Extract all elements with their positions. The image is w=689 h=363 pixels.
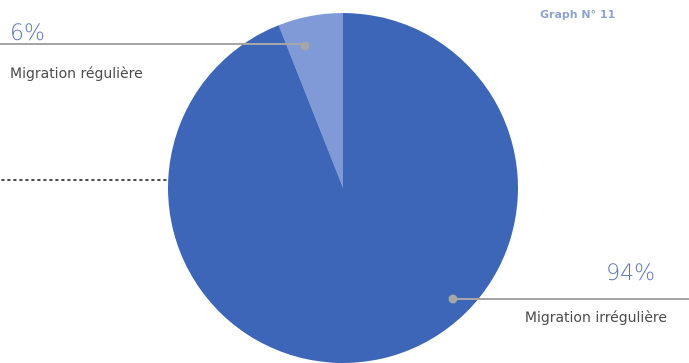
pie-slices — [168, 13, 519, 363]
slice-label-irregular: Migration irrégulière — [525, 310, 667, 326]
slice-label-regular: Migration régulière — [10, 66, 143, 82]
leader-dot-regular — [300, 41, 310, 51]
pie-slice-irregular — [168, 13, 519, 363]
leader-dot-irregular — [448, 294, 458, 304]
percent-label-irregular: 94% — [606, 261, 655, 286]
percent-label-regular: 6% — [10, 21, 45, 46]
pie-slice-regular — [278, 13, 343, 188]
graph-number-label: Graph N° 11 — [540, 8, 615, 21]
